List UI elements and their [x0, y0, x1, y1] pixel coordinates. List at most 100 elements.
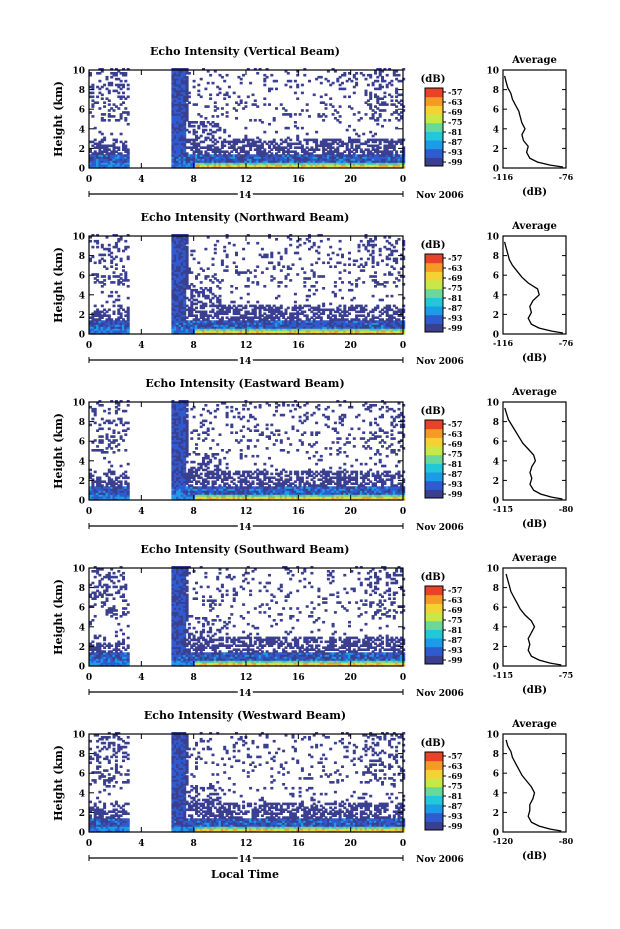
heatmap-cell [383, 281, 387, 284]
colorbar-tick-label: -63 [448, 97, 463, 107]
heatmap-cell [91, 324, 95, 327]
heatmap-cell [107, 81, 111, 85]
heatmap-cell [305, 142, 309, 146]
heatmap-cell [171, 488, 175, 491]
heatmap-cell [202, 121, 205, 124]
heatmap-cell [173, 111, 177, 114]
heatmap-cell [319, 95, 323, 99]
heatmap-cell [232, 160, 236, 163]
heatmap-cell [178, 330, 182, 333]
colorbar-swatch [425, 88, 443, 98]
heatmap-cell [275, 146, 278, 149]
heatmap-cell [183, 464, 187, 468]
heatmap-cell [244, 326, 248, 329]
heatmap-cell [298, 330, 302, 333]
heatmap-cell [364, 247, 368, 251]
heatmap-cell [178, 316, 182, 319]
heatmap-cell [171, 148, 175, 151]
y-tick-label: 0 [79, 165, 85, 175]
heatmap-cell [119, 482, 123, 485]
heatmap-cell [331, 160, 335, 163]
heatmap-cell [190, 271, 194, 274]
heatmap-cell [173, 91, 177, 95]
heatmap-cell [187, 310, 191, 314]
heatmap-cell [206, 166, 210, 169]
heatmap-cell [107, 470, 111, 474]
heatmap-cell [176, 95, 180, 99]
colorbar-unit: (dB) [421, 240, 446, 251]
heatmap-cell [225, 328, 229, 331]
heatmap-cell [197, 300, 201, 304]
heatmap-cell [378, 113, 382, 116]
heatmap-cell [237, 322, 241, 325]
heatmap-cell [114, 146, 118, 149]
heatmap-cell [183, 496, 187, 499]
heatmap-cell [275, 332, 278, 335]
heatmap-cell [392, 154, 396, 157]
heatmap-cell [96, 312, 100, 315]
heatmap-cell [256, 283, 260, 286]
heatmap-cell [300, 154, 304, 157]
heatmap-cell [173, 454, 177, 458]
heatmap-cell [392, 111, 396, 114]
heatmap-cell [192, 302, 196, 306]
heatmap-cell [300, 324, 304, 327]
colorbar-tick-label: -69 [448, 273, 463, 283]
heatmap-cell [256, 306, 260, 310]
heatmap-cell [352, 162, 356, 165]
heatmap-cell [331, 328, 335, 331]
heatmap-cell [100, 486, 104, 489]
heatmap-cell [249, 142, 253, 146]
heatmap-cell [352, 326, 356, 329]
heatmap-cell [178, 285, 182, 288]
heatmap-cell [371, 117, 375, 120]
heatmap-cell [110, 326, 114, 329]
heatmap-cell [305, 294, 309, 298]
heatmap-cell [357, 134, 361, 138]
heatmap-cell [322, 160, 326, 163]
heatmap-cell [122, 146, 125, 149]
heatmap-cell [277, 308, 281, 312]
heatmap-cell [322, 156, 326, 159]
heatmap-cell [374, 306, 377, 310]
heatmap-cell [171, 458, 175, 462]
heatmap-cell [390, 144, 394, 148]
heatmap-cell [173, 164, 177, 167]
heatmap-cell [279, 281, 283, 284]
heatmap-cell [329, 97, 333, 100]
heatmap-cell [195, 290, 198, 294]
heatmap-cell [185, 238, 189, 241]
heatmap-cell [270, 154, 274, 157]
heatmap-cell [338, 261, 342, 265]
heatmap-cell [100, 488, 104, 491]
heatmap-cell [192, 288, 196, 292]
heatmap-cell [110, 150, 114, 153]
heatmap-cell [176, 253, 180, 257]
heatmap-cell [317, 113, 321, 116]
heatmap-cell [286, 113, 290, 116]
heatmap-cell [180, 402, 184, 405]
heatmap-cell [357, 166, 361, 169]
heatmap-cell [345, 322, 349, 325]
heatmap-cell [206, 288, 210, 292]
heatmap-cell [260, 121, 264, 124]
heatmap-cell [173, 449, 177, 452]
heatmap-cell [117, 328, 121, 331]
heatmap-cell [305, 150, 309, 153]
heatmap-cell [305, 277, 309, 280]
heatmap-cell [286, 72, 290, 75]
heatmap-cell [289, 267, 293, 270]
heatmap-cell [397, 101, 401, 104]
heatmap-cell [293, 332, 297, 335]
heatmap-cell [390, 146, 394, 149]
heatmap-cell [223, 312, 227, 315]
heatmap-cell [185, 156, 189, 159]
heatmap-cell [211, 275, 215, 278]
heatmap-cell [263, 150, 267, 153]
heatmap-cell [355, 304, 359, 308]
heatmap-cell [348, 162, 351, 165]
heatmap-cell [371, 109, 375, 112]
heatmap-cell [235, 310, 238, 314]
heatmap-cell [180, 115, 184, 118]
heatmap-cell [258, 146, 262, 149]
